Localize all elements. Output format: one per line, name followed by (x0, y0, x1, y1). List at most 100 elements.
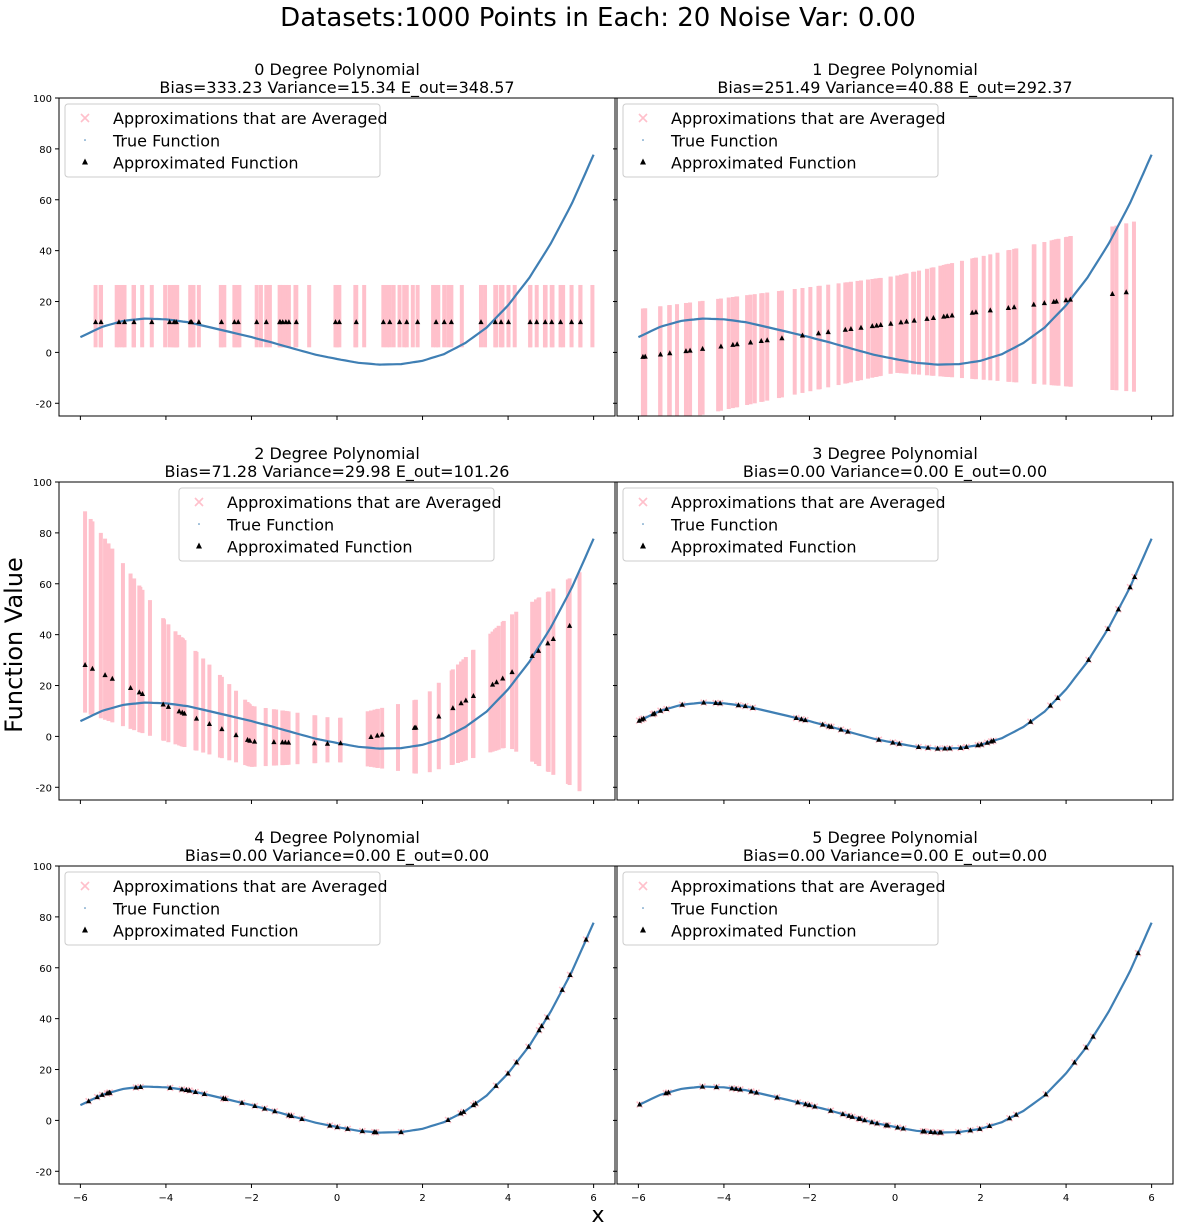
approximation-band (384, 284, 389, 348)
approximated-function-marker (183, 1087, 189, 1093)
approximated-function-marker (963, 743, 970, 749)
approximated-function-marker (535, 647, 542, 653)
x-tick-label: −6 (631, 1193, 646, 1204)
approximated-function-marker (925, 744, 931, 750)
approximated-function-marker (1115, 606, 1122, 612)
approximation-band (865, 279, 870, 379)
legend-approximations-marker (638, 881, 648, 891)
approximation-band (1110, 226, 1115, 390)
approximated-function-marker (116, 319, 122, 325)
approximation-band (166, 624, 171, 743)
x-tick-label: −2 (244, 1193, 259, 1204)
approximated-function-marker (969, 309, 975, 315)
approximated-function-marker (272, 1108, 278, 1114)
approximated-function-marker (683, 348, 689, 354)
legend-box (64, 103, 381, 178)
approximation-band (1065, 236, 1070, 387)
approximated-function-marker (102, 672, 108, 678)
figure-x-label: x (591, 1203, 604, 1228)
approximated-function-marker (89, 665, 96, 671)
approximated-function-marker (737, 1086, 743, 1092)
approximation-band (162, 619, 167, 741)
approximated-function-marker (932, 1129, 938, 1135)
true-function-line (637, 154, 1153, 366)
approximated-function-marker (978, 741, 984, 747)
approximated-function-marker (641, 715, 647, 721)
approximated-function-marker (1071, 1059, 1078, 1065)
approximated-function-marker (1027, 718, 1034, 724)
subplot-title: 2 Degree Polynomial (254, 444, 420, 463)
approximated-function-marker (252, 1103, 258, 1109)
approximation-band (506, 284, 511, 348)
approximated-function-marker (699, 1083, 706, 1089)
approximation-band (207, 664, 212, 755)
approximated-function-marker (849, 1113, 855, 1119)
approximation-band (478, 284, 483, 348)
approximated-function-marker (1085, 656, 1092, 662)
legend-label: Approximations that are Averaged (671, 877, 946, 896)
approximation-band (459, 661, 464, 762)
approximation-band (569, 284, 574, 348)
approximation-band (779, 290, 784, 398)
approximation-band (167, 284, 172, 348)
legend-box (622, 103, 939, 178)
approximation-band (530, 601, 535, 762)
y-tick-label: 60 (39, 964, 52, 975)
approximated-function-marker (254, 319, 260, 325)
approximated-function-marker (750, 704, 756, 710)
y-tick-label: 40 (39, 631, 52, 642)
approximation-band (110, 548, 115, 723)
approximated-function-marker (285, 739, 292, 745)
approximated-function-marker (798, 716, 805, 722)
approximated-function-marker (92, 319, 99, 325)
approximated-function-marker (930, 315, 937, 321)
approximation-band (514, 611, 519, 752)
approximated-function-marker (734, 341, 740, 347)
legend-true-function-marker (84, 139, 86, 141)
approximated-function-marker (663, 706, 670, 712)
x-tick-label: 2 (419, 1193, 425, 1204)
approximated-function-marker (828, 1107, 834, 1113)
approximated-function-marker (928, 1129, 934, 1135)
approximation-band (537, 597, 542, 767)
approximated-function-marker (133, 1084, 139, 1090)
approximated-function-marker (935, 745, 941, 751)
y-tick-label: 60 (39, 580, 52, 591)
approximated-function-marker (549, 319, 555, 325)
approximation-band (254, 284, 259, 348)
approximated-function-marker (324, 740, 331, 746)
approximation-band (182, 640, 187, 747)
approximation-band (496, 625, 501, 750)
approximation-band (938, 265, 943, 377)
legend-label: Approximations that are Averaged (671, 493, 946, 512)
approximation-band (808, 286, 813, 392)
approximated-function-marker (915, 744, 922, 750)
approximation-band (455, 664, 460, 763)
approximation-band (436, 682, 441, 770)
subplot-title: 1 Degree Polynomial (812, 60, 978, 79)
approximation-band (362, 284, 367, 348)
approximated-function-marker (345, 1125, 351, 1131)
subplot-title: 5 Degree Polynomial (812, 828, 978, 847)
y-tick-label: 0 (46, 348, 52, 359)
approximation-band (427, 691, 432, 773)
approximated-function-marker (525, 1043, 532, 1049)
approximated-function-marker (136, 689, 142, 695)
approximation-band (471, 649, 476, 758)
approximated-function-marker (436, 713, 442, 719)
y-tick-label: 80 (39, 913, 52, 924)
approximated-function-marker (701, 699, 707, 705)
legend-true-function-marker (642, 523, 644, 525)
approximation-band (567, 578, 572, 786)
approximated-function-marker (98, 319, 104, 325)
subplot-title: 4 Degree Polynomial (254, 828, 420, 847)
y-tick-label: 100 (33, 94, 52, 105)
approximation-band (490, 631, 495, 752)
approximated-function-marker (742, 703, 748, 709)
approximated-function-marker (470, 1102, 476, 1108)
x-tick-label: 0 (334, 1193, 340, 1204)
approximated-function-marker (840, 1111, 846, 1117)
approximated-function-marker (848, 326, 854, 332)
